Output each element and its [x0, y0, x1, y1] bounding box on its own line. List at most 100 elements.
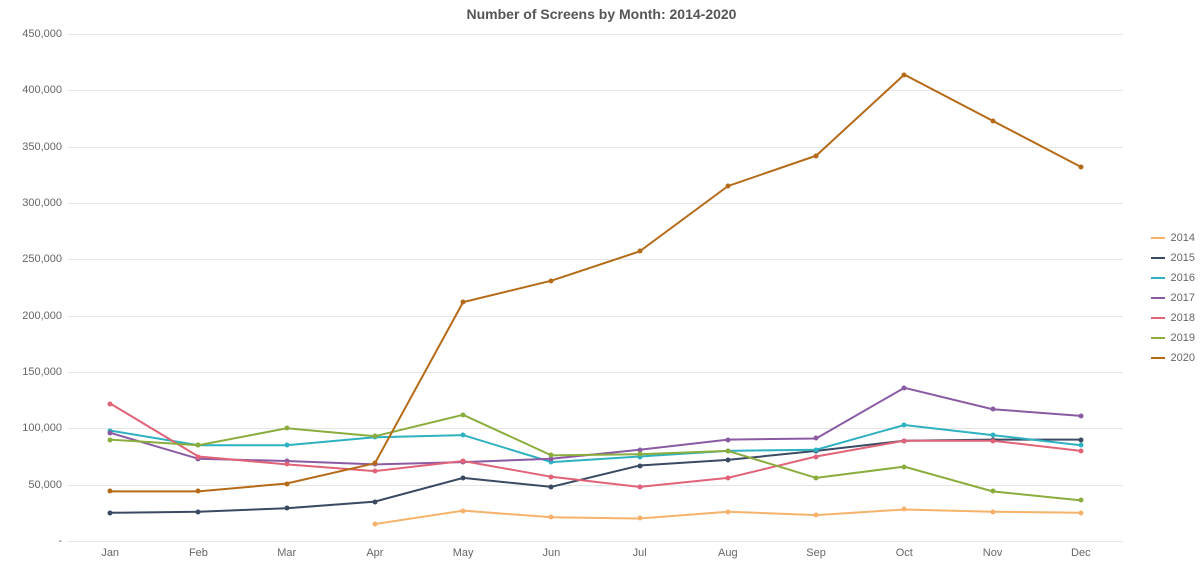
data-point [108, 430, 113, 435]
data-point [990, 118, 995, 123]
data-point [372, 522, 377, 527]
y-tick-label: - [58, 535, 62, 547]
y-tick-label: 400,000 [22, 84, 62, 96]
x-tick-label: Oct [896, 547, 913, 559]
data-point [549, 484, 554, 489]
data-point [196, 443, 201, 448]
data-point [1078, 443, 1083, 448]
data-point [814, 447, 819, 452]
data-point [637, 249, 642, 254]
data-point [196, 489, 201, 494]
y-tick-label: 150,000 [22, 366, 62, 378]
data-point [990, 438, 995, 443]
data-point [284, 481, 289, 486]
x-tick-label: Jan [101, 547, 119, 559]
legend-label: 2017 [1171, 292, 1195, 304]
plot-area: -50,000100,000150,000200,000250,000300,0… [68, 34, 1123, 541]
legend-item-2019: 2019 [1151, 332, 1195, 344]
y-tick-label: 50,000 [28, 479, 62, 491]
x-tick-label: Dec [1071, 547, 1091, 559]
gridline [68, 541, 1123, 542]
legend-label: 2016 [1171, 272, 1195, 284]
data-point [637, 516, 642, 521]
line-layer [68, 34, 1123, 541]
data-point [108, 510, 113, 515]
legend-label: 2015 [1171, 252, 1195, 264]
data-point [902, 422, 907, 427]
data-point [549, 474, 554, 479]
legend-label: 2020 [1171, 352, 1195, 364]
data-point [284, 443, 289, 448]
data-point [1078, 437, 1083, 442]
legend-item-2015: 2015 [1151, 252, 1195, 264]
data-point [108, 437, 113, 442]
data-point [461, 459, 466, 464]
data-point [1078, 498, 1083, 503]
data-point [725, 437, 730, 442]
data-point [902, 72, 907, 77]
legend-swatch [1151, 237, 1165, 239]
data-point [725, 184, 730, 189]
y-tick-label: 300,000 [22, 197, 62, 209]
y-tick-label: 200,000 [22, 310, 62, 322]
data-point [284, 462, 289, 467]
data-point [461, 433, 466, 438]
data-point [108, 401, 113, 406]
data-point [372, 469, 377, 474]
series-line-2017 [110, 388, 1081, 465]
data-point [990, 489, 995, 494]
data-point [725, 509, 730, 514]
legend-item-2017: 2017 [1151, 292, 1195, 304]
y-tick-label: 100,000 [22, 422, 62, 434]
x-tick-label: Aug [718, 547, 738, 559]
data-point [725, 475, 730, 480]
data-point [990, 433, 995, 438]
data-point [814, 454, 819, 459]
x-tick-label: Apr [366, 547, 383, 559]
x-tick-label: May [453, 547, 474, 559]
data-point [902, 507, 907, 512]
legend-label: 2019 [1171, 332, 1195, 344]
data-point [549, 453, 554, 458]
data-point [637, 484, 642, 489]
x-tick-label: Sep [806, 547, 826, 559]
data-point [196, 454, 201, 459]
data-point [196, 509, 201, 514]
legend-item-2018: 2018 [1151, 312, 1195, 324]
chart-container: Number of Screens by Month: 2014-2020 -5… [0, 0, 1203, 579]
data-point [814, 153, 819, 158]
y-tick-label: 250,000 [22, 253, 62, 265]
data-point [284, 426, 289, 431]
x-tick-label: Mar [277, 547, 296, 559]
data-point [990, 407, 995, 412]
data-point [1078, 510, 1083, 515]
legend-swatch [1151, 257, 1165, 259]
x-tick-label: Jun [543, 547, 561, 559]
data-point [372, 461, 377, 466]
data-point [108, 489, 113, 494]
legend-swatch [1151, 317, 1165, 319]
data-point [372, 499, 377, 504]
x-tick-label: Feb [189, 547, 208, 559]
data-point [902, 385, 907, 390]
data-point [549, 515, 554, 520]
data-point [725, 457, 730, 462]
data-point [549, 278, 554, 283]
data-point [461, 412, 466, 417]
legend-swatch [1151, 277, 1165, 279]
chart-title: Number of Screens by Month: 2014-2020 [0, 6, 1203, 22]
data-point [902, 438, 907, 443]
legend-item-2020: 2020 [1151, 352, 1195, 364]
data-point [1078, 413, 1083, 418]
data-point [725, 448, 730, 453]
data-point [814, 436, 819, 441]
data-point [637, 452, 642, 457]
data-point [372, 434, 377, 439]
y-tick-label: 450,000 [22, 28, 62, 40]
legend-swatch [1151, 297, 1165, 299]
legend-swatch [1151, 337, 1165, 339]
data-point [1078, 448, 1083, 453]
data-point [814, 475, 819, 480]
legend-item-2014: 2014 [1151, 232, 1195, 244]
data-point [990, 509, 995, 514]
